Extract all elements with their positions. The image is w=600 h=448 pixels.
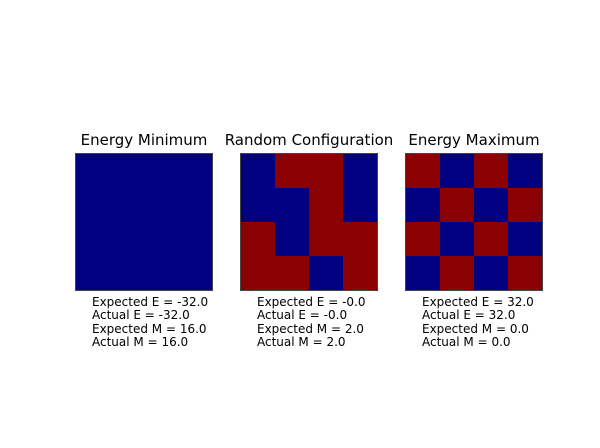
panel-title: Random Configuration bbox=[224, 131, 394, 149]
spin-cell-blue bbox=[241, 188, 275, 222]
spin-cell-blue bbox=[343, 188, 377, 222]
spin-cell-blue bbox=[474, 188, 508, 222]
spin-cell-red bbox=[508, 256, 542, 290]
spin-cell-blue bbox=[144, 222, 178, 256]
stat-line-expected-e: Expected E = -32.0 bbox=[92, 295, 209, 309]
spin-cell-blue bbox=[76, 188, 110, 222]
spin-cell-blue bbox=[275, 222, 309, 256]
spin-cell-blue bbox=[76, 256, 110, 290]
spin-cell-red bbox=[440, 188, 474, 222]
stat-line-actual-m: Actual M = 0.0 bbox=[422, 335, 511, 350]
spin-cell-blue bbox=[144, 256, 178, 290]
stat-line-actual-e: Actual E = -0.0 bbox=[257, 308, 348, 323]
spin-cell-red bbox=[474, 222, 508, 256]
spin-cell-blue bbox=[110, 154, 144, 188]
spin-cell-red bbox=[241, 222, 275, 256]
spin-cell-red bbox=[406, 222, 440, 256]
spin-cell-red bbox=[309, 222, 343, 256]
spin-cell-blue bbox=[178, 188, 212, 222]
spin-cell-blue bbox=[241, 154, 275, 188]
spin-cell-blue bbox=[440, 222, 474, 256]
spin-cell-blue bbox=[144, 154, 178, 188]
panel-energy-minimum: Energy Minimum Expected E = -32.0 Actual… bbox=[75, 131, 213, 356]
spin-grid bbox=[75, 153, 213, 291]
spin-cell-blue bbox=[110, 188, 144, 222]
spin-cell-blue bbox=[76, 222, 110, 256]
spin-cell-red bbox=[275, 256, 309, 290]
spin-cell-red bbox=[343, 256, 377, 290]
spin-cell-red bbox=[343, 222, 377, 256]
spin-cell-red bbox=[241, 256, 275, 290]
stat-line-expected-e: Expected E = 32.0 bbox=[422, 295, 534, 309]
spin-cell-red bbox=[275, 154, 309, 188]
stat-line-expected-m: Expected M = 16.0 bbox=[92, 321, 207, 336]
spin-cell-red bbox=[406, 154, 440, 188]
stat-line-actual-e: Actual E = -32.0 bbox=[92, 308, 190, 323]
spin-cell-blue bbox=[474, 256, 508, 290]
stat-line-actual-m: Actual M = 16.0 bbox=[92, 335, 189, 350]
stats-block: Expected E = -32.0 Actual E = -32.0 Expe… bbox=[92, 295, 209, 350]
stats-block: Expected E = 32.0 Actual E = 32.0 Expect… bbox=[422, 295, 534, 350]
panel-random-configuration: Random Configuration Expected E = -0.0 A… bbox=[225, 131, 394, 356]
spin-cell-blue bbox=[508, 222, 542, 256]
spin-cell-blue bbox=[110, 256, 144, 290]
panel-energy-maximum: Energy Maximum Expected E = 32.0 Actual … bbox=[405, 131, 543, 356]
spin-cell-blue bbox=[275, 188, 309, 222]
panel-title: Energy Minimum bbox=[80, 131, 208, 149]
spin-cell-red bbox=[440, 256, 474, 290]
spin-cell-blue bbox=[178, 222, 212, 256]
spin-cell-red bbox=[474, 154, 508, 188]
spin-grid bbox=[405, 153, 543, 291]
stat-line-expected-m: Expected M = 0.0 bbox=[422, 321, 529, 336]
spin-cell-blue bbox=[440, 154, 474, 188]
spin-cell-blue bbox=[406, 188, 440, 222]
spin-cell-red bbox=[309, 154, 343, 188]
stat-line-actual-e: Actual E = 32.0 bbox=[422, 308, 516, 323]
spin-cell-blue bbox=[508, 154, 542, 188]
panel-title: Energy Maximum bbox=[408, 131, 540, 149]
spin-cell-red bbox=[309, 188, 343, 222]
spin-cell-blue bbox=[309, 256, 343, 290]
spin-cell-blue bbox=[343, 154, 377, 188]
spin-cell-blue bbox=[406, 256, 440, 290]
spin-grid bbox=[240, 153, 378, 291]
spin-cell-blue bbox=[178, 256, 212, 290]
stats-block: Expected E = -0.0 Actual E = -0.0 Expect… bbox=[257, 295, 366, 350]
stat-line-actual-m: Actual M = 2.0 bbox=[257, 335, 346, 350]
spin-cell-red bbox=[508, 188, 542, 222]
spin-cell-blue bbox=[178, 154, 212, 188]
spin-cell-blue bbox=[110, 222, 144, 256]
spin-cell-blue bbox=[144, 188, 178, 222]
stat-line-expected-m: Expected M = 2.0 bbox=[257, 321, 364, 336]
stat-line-expected-e: Expected E = -0.0 bbox=[257, 295, 366, 309]
spin-cell-blue bbox=[76, 154, 110, 188]
